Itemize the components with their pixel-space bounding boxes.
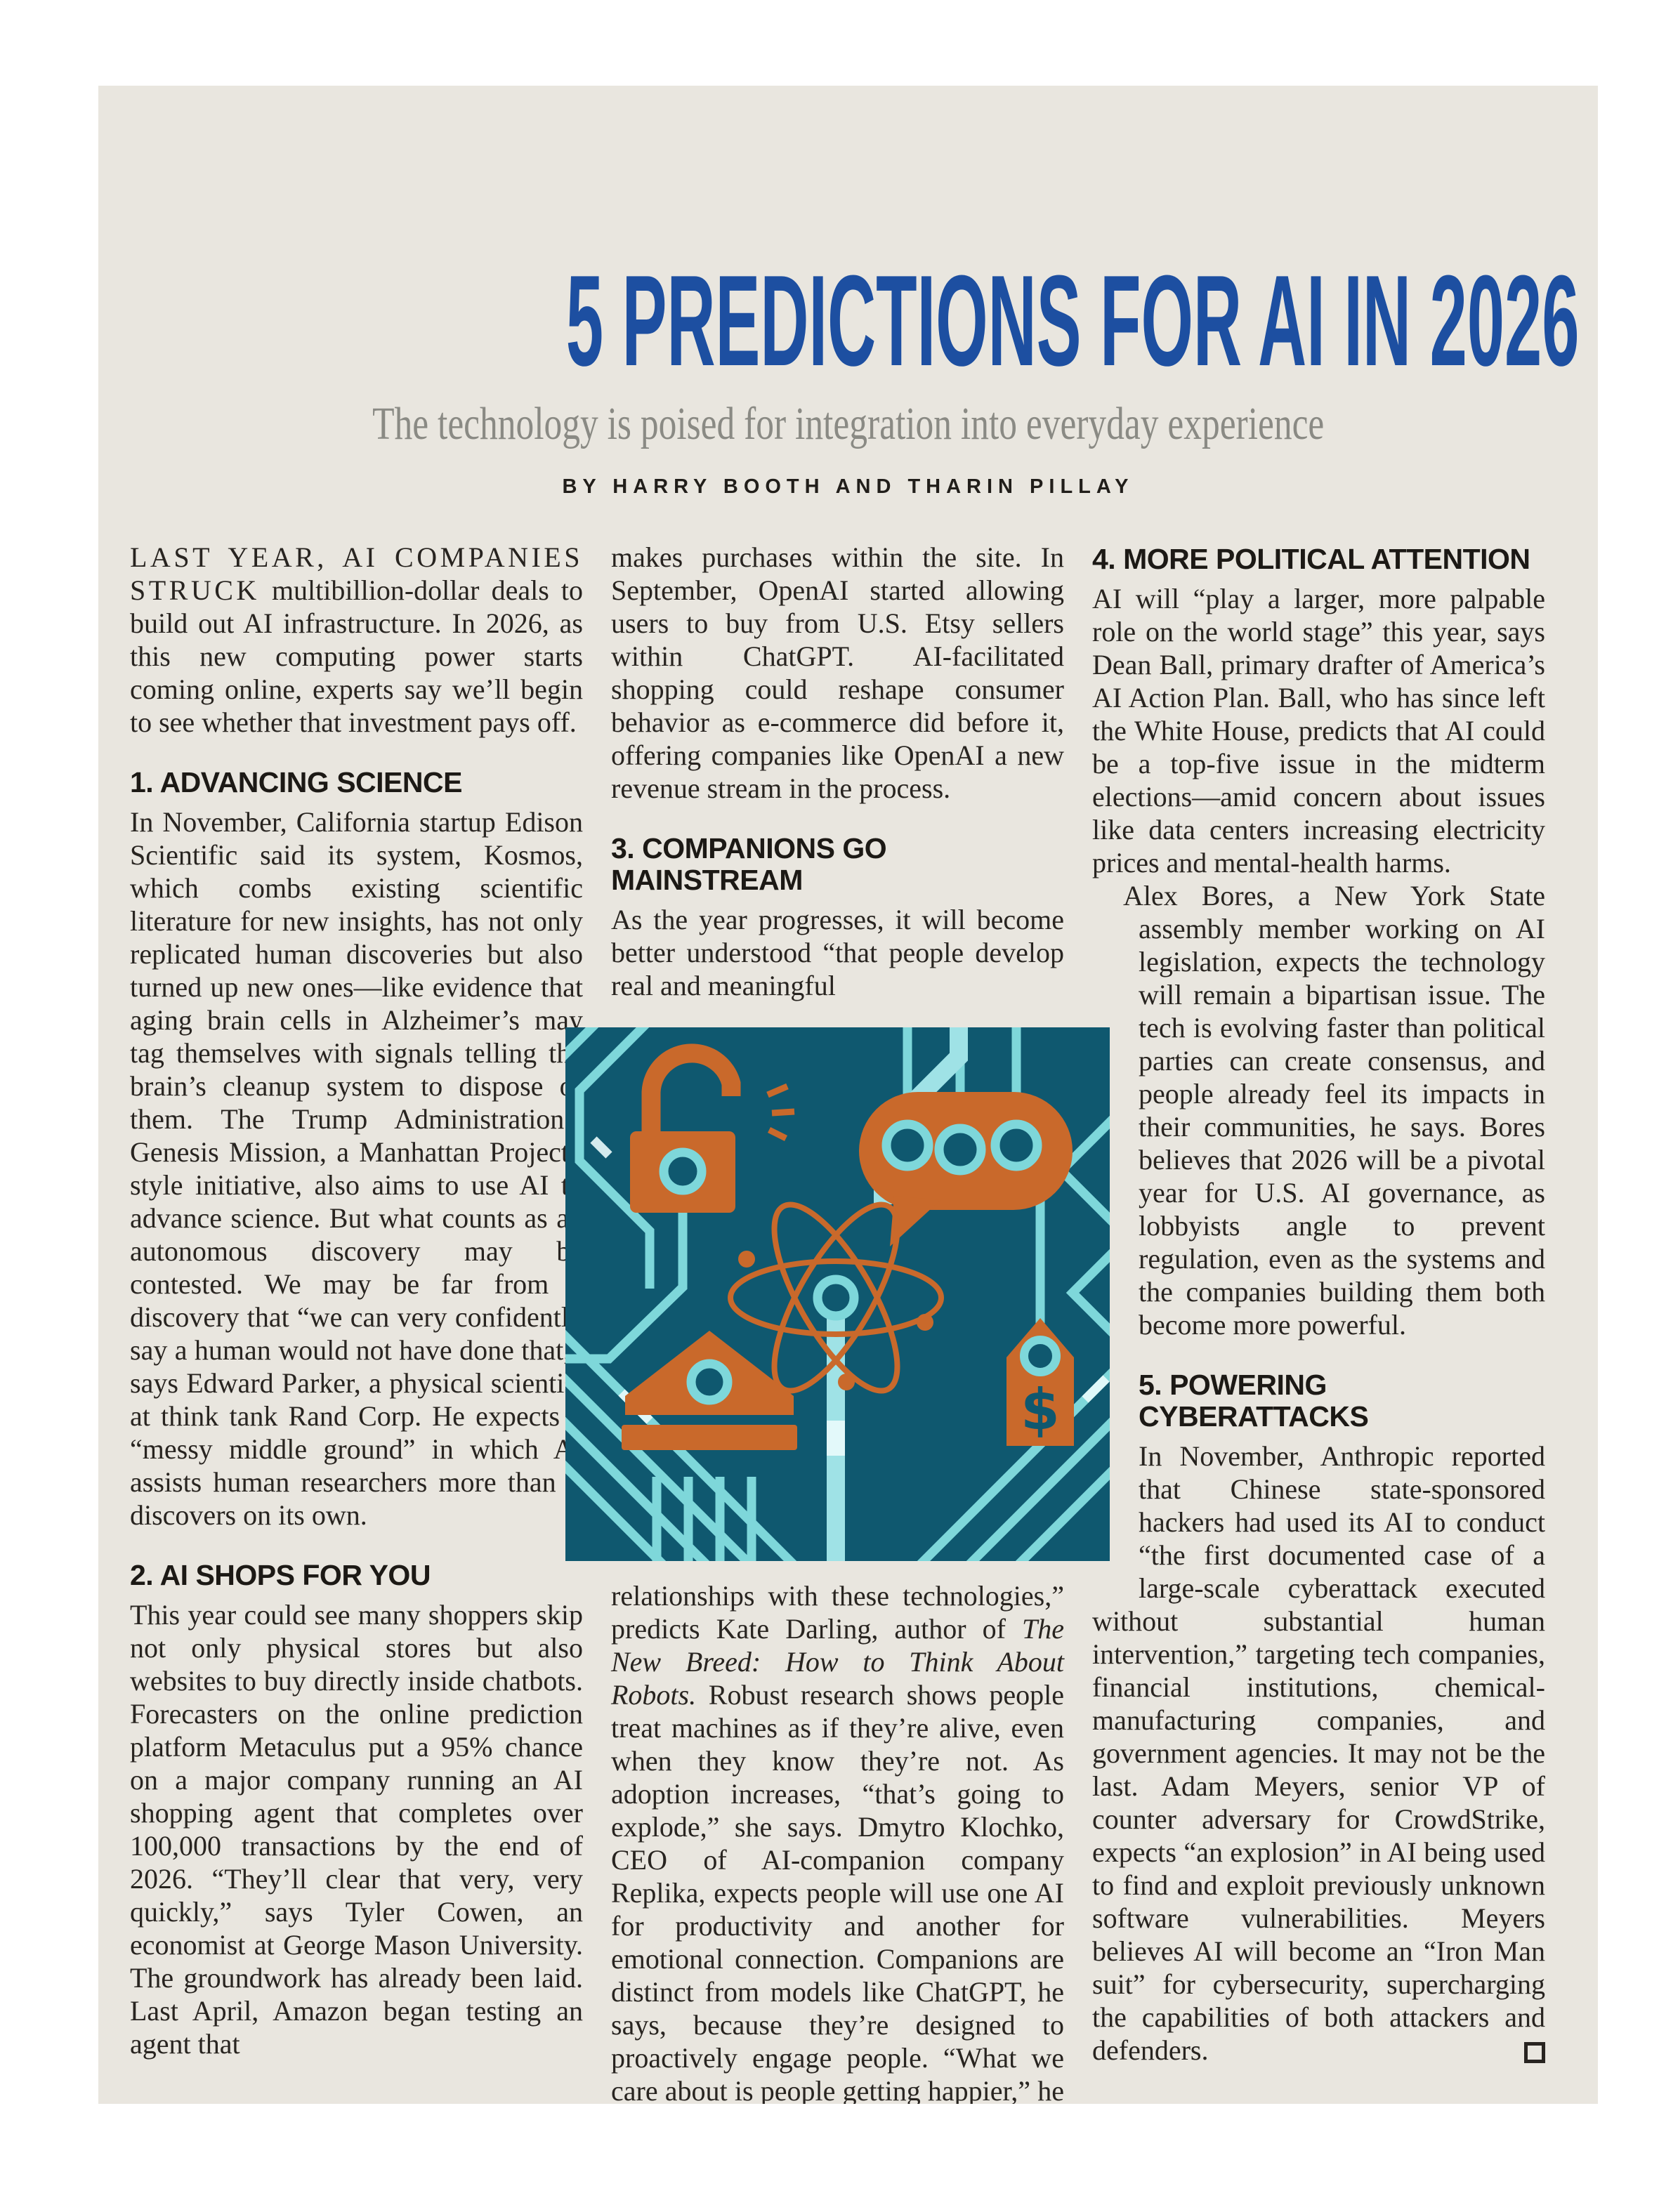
text-wrap-spacer [1092,912,1139,1579]
book-title: The New Breed: How to Think About Robots… [611,1613,1064,1711]
page-title: 5 PREDICTIONS FOR AI IN 2026 [565,248,1580,393]
section-2-paragraph: This year could see many shoppers skip n… [130,1599,583,2060]
atom-icon [728,1202,944,1394]
section-heading-5: 5. POWERING CYBERATTACKS [1139,1369,1369,1433]
article-header: 5 PREDICTIONS FOR AI IN 2026 The technol… [98,256,1598,499]
column-3: 4. MORE POLITICAL ATTENTION AI will “pla… [1092,541,1545,2104]
section-4-text-end: legislation, expects the technology will… [1139,946,1545,1341]
column-2: makes purchases within the site. In Sept… [565,541,1110,2104]
section-heading-3: 3. COMPANIONS GO MAINSTREAM [611,832,887,896]
section-5-paragraph: In November, Anthropic reported that Chi… [1092,1440,1545,2067]
article-subtitle: The technology is poised for integration… [372,398,1325,449]
section-3-text: relationships with these technologies,” … [611,1580,1064,1645]
magazine-page: 5 PREDICTIONS FOR AI IN 2026 The technol… [98,86,1598,2104]
lede-paragraph: LAST YEAR, AI COMPANIES STRUCK multibill… [130,541,583,739]
open-padlock-icon [630,1044,795,1213]
circuit-traces [565,1027,1110,1561]
chat-bubble-icon [859,1092,1073,1246]
section-1-paragraph: In November, California startup Edison S… [130,806,583,1531]
section-3-paragraph: As the year progresses, it will become b… [611,904,1064,1001]
lede-caps: LAST YEAR, AI COMPANIES STRUCK [130,541,583,606]
section-4-paragraph-2: Alex Bores, a New York State assembly me… [1092,879,1545,1341]
dollar-sign: $ [1021,1377,1060,1442]
end-of-article-icon [1524,2042,1545,2063]
section-2-paragraph-continued: makes purchases within the site. In Sept… [611,541,1064,804]
section-4-paragraph: AI will “play a larger, more palpable ro… [1092,583,1545,878]
circuit-board-illustration: $ [565,1027,1110,1561]
section-heading-1: 1. ADVANCING SCIENCE [130,766,462,798]
section-3-paragraph-continued: relationships with these technologies,” … [611,1579,1064,2104]
column-1: LAST YEAR, AI COMPANIES STRUCK multibill… [130,541,583,2104]
bank-icon [622,1331,797,1450]
price-tag-icon: $ [1006,1318,1074,1446]
section-3-text-end: Robust research shows people treat machi… [611,1679,1064,2104]
byline: BY HARRY BOOTH AND THARIN PILLAY [562,475,1134,499]
section-5-text: In November, Anthropic reported that Chi… [1092,1440,1545,2066]
section-heading-4: 4. MORE POLITICAL ATTENTION [1092,543,1530,575]
article-columns: LAST YEAR, AI COMPANIES STRUCK multibill… [130,541,1545,2104]
section-4-text: Alex Bores, a New York State assembly me… [1123,880,1545,944]
section-heading-2: 2. AI SHOPS FOR YOU [130,1559,431,1591]
lede-rest: multibillion-dollar deals to build out A… [130,574,584,738]
